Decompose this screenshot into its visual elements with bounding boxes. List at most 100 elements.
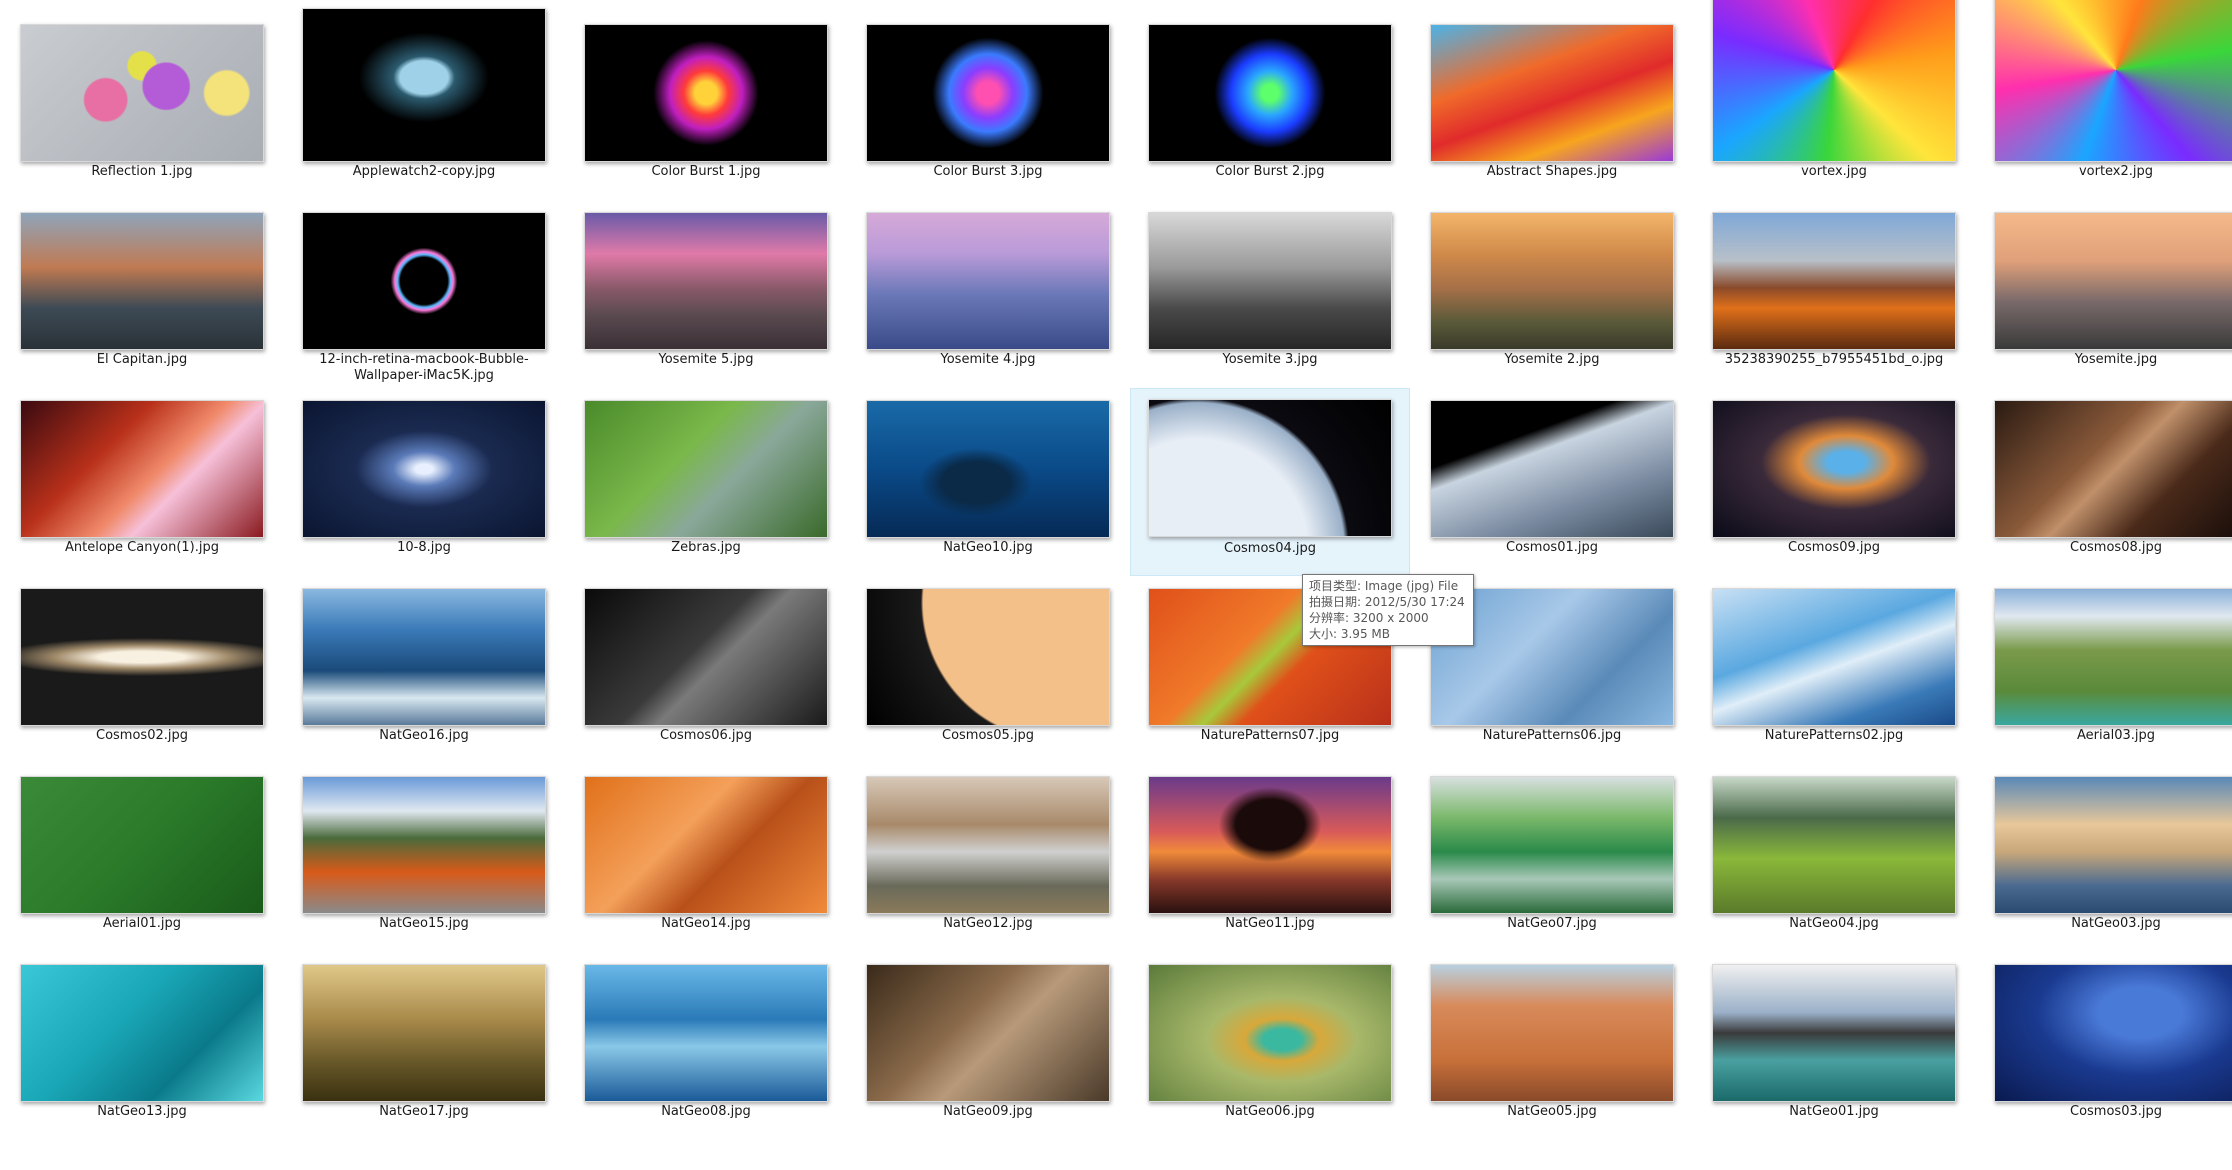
file-name-label: NatGeo15.jpg (379, 916, 469, 931)
file-thumbnail-item[interactable]: NatGeo09.jpg (848, 952, 1128, 1140)
file-thumbnail-item[interactable]: Aerial03.jpg (1976, 576, 2232, 764)
image-thumbnail (866, 24, 1110, 162)
file-name-label: Cosmos03.jpg (2070, 1104, 2162, 1119)
file-thumbnail-item[interactable]: NaturePatterns02.jpg (1694, 576, 1974, 764)
tooltip-date: 拍摄日期: 2012/5/30 17:24 (1309, 595, 1465, 609)
file-thumbnail-item[interactable]: NatGeo01.jpg (1694, 952, 1974, 1140)
file-name-label: Abstract Shapes.jpg (1486, 164, 1618, 179)
file-thumbnail-item[interactable]: Cosmos02.jpg (2, 576, 282, 764)
image-thumbnail (1994, 588, 2232, 726)
image-thumbnail (866, 212, 1110, 350)
file-name-label: NatGeo06.jpg (1225, 1104, 1315, 1119)
file-name-label: Reflection 1.jpg (91, 164, 193, 179)
file-thumbnail-item[interactable]: Yosemite 4.jpg (848, 200, 1128, 388)
file-name-label: Color Burst 1.jpg (651, 164, 761, 179)
file-thumbnail-item[interactable]: 10-8.jpg (284, 388, 564, 576)
image-thumbnail (584, 212, 828, 350)
file-thumbnail-item[interactable]: NatGeo13.jpg (2, 952, 282, 1140)
file-thumbnail-item[interactable]: Color Burst 3.jpg (848, 12, 1128, 200)
file-name-label: NatGeo13.jpg (97, 1104, 187, 1119)
file-name-label: NaturePatterns06.jpg (1482, 728, 1622, 743)
file-name-label: NatGeo16.jpg (379, 728, 469, 743)
file-name-label: Color Burst 2.jpg (1215, 164, 1325, 179)
file-name-label: Aerial03.jpg (2077, 728, 2155, 743)
file-thumbnail-item[interactable]: NatGeo08.jpg (566, 952, 846, 1140)
file-name-label: Yosemite.jpg (2074, 352, 2158, 367)
file-thumbnail-item[interactable]: Cosmos09.jpg (1694, 388, 1974, 576)
tooltip-size: 大小: 3.95 MB (1309, 627, 1390, 641)
file-thumbnail-item[interactable]: Aerial01.jpg (2, 764, 282, 952)
file-thumbnail-item[interactable]: Cosmos08.jpg (1976, 388, 2232, 576)
file-thumbnail-item[interactable]: Yosemite.jpg (1976, 200, 2232, 388)
file-name-label: NatGeo05.jpg (1507, 1104, 1597, 1119)
file-name-label: 12-inch-retina-macbook-Bubble-Wallpaper-… (319, 352, 529, 383)
image-thumbnail (584, 964, 828, 1102)
file-thumbnail-item[interactable]: NatGeo16.jpg (284, 576, 564, 764)
image-thumbnail (20, 24, 264, 162)
file-thumbnail-item[interactable]: Applewatch2-copy.jpg (284, 8, 564, 200)
file-thumbnail-item[interactable]: Antelope Canyon(1).jpg (2, 388, 282, 576)
file-thumbnail-item[interactable]: Cosmos05.jpg (848, 576, 1128, 764)
image-thumbnail (1148, 776, 1392, 914)
image-thumbnail (1994, 212, 2232, 350)
image-thumbnail (1712, 400, 1956, 538)
file-thumbnail-item[interactable]: Cosmos06.jpg (566, 576, 846, 764)
file-name-label: Cosmos04.jpg (1224, 541, 1316, 556)
file-thumbnail-item[interactable]: 12-inch-retina-macbook-Bubble-Wallpaper-… (284, 200, 564, 388)
image-thumbnail (1430, 776, 1674, 914)
file-thumbnail-item[interactable]: Yosemite 3.jpg (1130, 200, 1410, 388)
image-thumbnail (302, 588, 546, 726)
file-thumbnail-item[interactable]: NatGeo05.jpg (1412, 952, 1692, 1140)
file-thumbnail-item[interactable]: NatGeo11.jpg (1130, 764, 1410, 952)
image-thumbnail (1430, 964, 1674, 1102)
image-thumbnail (1712, 588, 1956, 726)
image-thumbnail (1994, 964, 2232, 1102)
file-name-label: Yosemite 2.jpg (1504, 352, 1600, 367)
tooltip-resolution: 分辨率: 3200 x 2000 (1309, 611, 1429, 625)
image-thumbnail (20, 776, 264, 914)
file-name-label: Cosmos08.jpg (2070, 540, 2162, 555)
file-thumbnail-item[interactable]: Color Burst 1.jpg (566, 12, 846, 200)
file-thumbnail-item[interactable]: Yosemite 5.jpg (566, 200, 846, 388)
file-thumbnail-item[interactable]: Cosmos01.jpg (1412, 388, 1692, 576)
file-thumbnail-item[interactable]: Color Burst 2.jpg (1130, 12, 1410, 200)
image-thumbnail (20, 964, 264, 1102)
file-thumbnail-item[interactable]: NatGeo17.jpg (284, 952, 564, 1140)
file-thumbnail-item[interactable]: NatGeo07.jpg (1412, 764, 1692, 952)
file-thumbnail-item[interactable]: vortex2.jpg (1976, 0, 2232, 200)
file-name-label: NatGeo01.jpg (1789, 1104, 1879, 1119)
file-thumbnail-item[interactable]: Reflection 1.jpg (2, 12, 282, 200)
image-thumbnail (1148, 964, 1392, 1102)
file-name-label: Cosmos05.jpg (942, 728, 1034, 743)
file-thumbnail-item[interactable]: El Capitan.jpg (2, 200, 282, 388)
file-thumbnail-item[interactable]: 35238390255_b7955451bd_o.jpg (1694, 200, 1974, 388)
file-name-label: NatGeo09.jpg (943, 1104, 1033, 1119)
image-thumbnail (1430, 24, 1674, 162)
file-thumbnail-item[interactable]: NatGeo04.jpg (1694, 764, 1974, 952)
image-thumbnail (20, 588, 264, 726)
file-thumbnail-item[interactable]: NatGeo14.jpg (566, 764, 846, 952)
file-thumbnail-item[interactable]: NatGeo12.jpg (848, 764, 1128, 952)
file-thumbnail-item[interactable]: NatGeo10.jpg (848, 388, 1128, 576)
file-info-tooltip: 项目类型: Image (jpg) File 拍摄日期: 2012/5/30 1… (1302, 574, 1474, 646)
file-name-label: Yosemite 5.jpg (658, 352, 754, 367)
file-thumbnail-item[interactable]: NatGeo06.jpg (1130, 952, 1410, 1140)
file-thumbnail-item[interactable]: Cosmos03.jpg (1976, 952, 2232, 1140)
file-name-label: Cosmos02.jpg (96, 728, 188, 743)
file-thumbnail-item[interactable]: NatGeo15.jpg (284, 764, 564, 952)
file-thumbnail-item[interactable]: NatGeo03.jpg (1976, 764, 2232, 952)
file-name-label: Zebras.jpg (671, 540, 741, 555)
file-thumbnail-item[interactable]: Abstract Shapes.jpg (1412, 12, 1692, 200)
image-thumbnail (20, 212, 264, 350)
image-thumbnail (1712, 776, 1956, 914)
image-thumbnail (584, 588, 828, 726)
file-name-label: NatGeo03.jpg (2071, 916, 2161, 931)
image-thumbnail (584, 24, 828, 162)
file-thumbnail-item[interactable]: Cosmos04.jpg (1130, 388, 1410, 576)
file-thumbnail-item[interactable]: Yosemite 2.jpg (1412, 200, 1692, 388)
image-thumbnail (1994, 400, 2232, 538)
file-thumbnail-item[interactable]: Zebras.jpg (566, 388, 846, 576)
image-thumbnail (1712, 964, 1956, 1102)
file-thumbnail-item[interactable]: vortex.jpg (1694, 0, 1974, 200)
image-thumbnail (584, 776, 828, 914)
